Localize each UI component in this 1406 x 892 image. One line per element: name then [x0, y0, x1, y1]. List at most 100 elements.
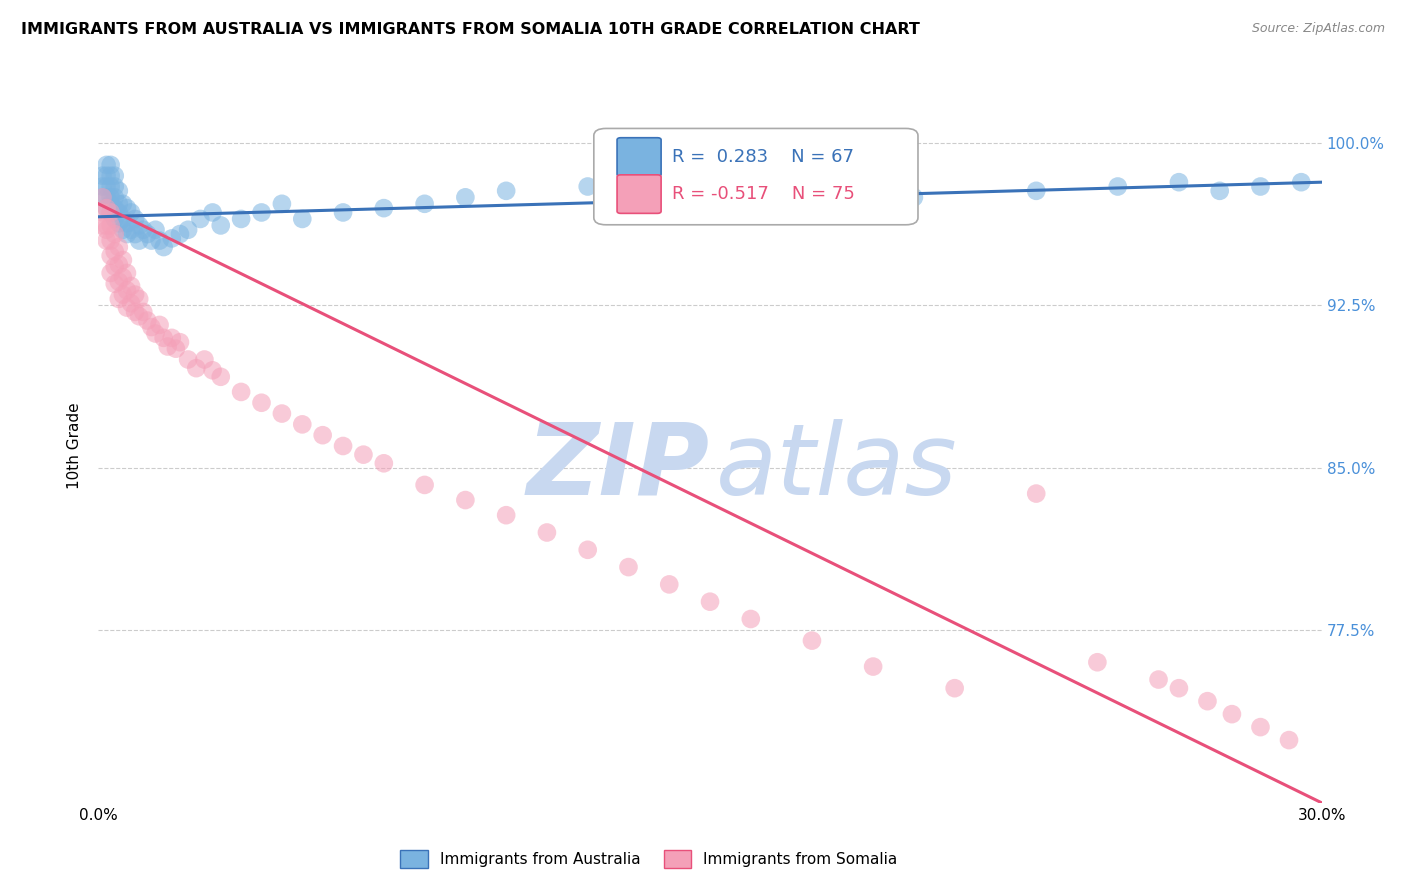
- Point: [100, 179, 122, 194]
- Point: [1025, 486, 1047, 500]
- Point: [454, 190, 477, 204]
- Point: [1220, 707, 1243, 722]
- Point: [1249, 179, 1271, 194]
- Point: [188, 211, 212, 226]
- Point: [312, 428, 335, 442]
- Point: [862, 659, 884, 673]
- Point: [169, 227, 191, 241]
- Point: [373, 201, 395, 215]
- Point: [536, 525, 558, 540]
- Text: R = -0.517    N = 75: R = -0.517 N = 75: [672, 186, 855, 203]
- Point: [201, 363, 224, 377]
- Point: [332, 439, 354, 453]
- Point: [821, 179, 844, 194]
- Point: [201, 205, 224, 219]
- Point: [270, 407, 294, 421]
- Point: [111, 223, 134, 237]
- Point: [231, 211, 253, 226]
- Point: [332, 205, 354, 219]
- Point: [250, 396, 273, 410]
- Point: [100, 249, 122, 263]
- Point: [128, 292, 150, 306]
- Point: [1107, 179, 1129, 194]
- Point: [193, 352, 215, 367]
- Point: [1167, 175, 1189, 189]
- Point: [699, 595, 721, 609]
- Point: [495, 508, 517, 523]
- Point: [291, 211, 314, 226]
- Point: [141, 320, 163, 334]
- Text: IMMIGRANTS FROM AUSTRALIA VS IMMIGRANTS FROM SOMALIA 10TH GRADE CORRELATION CHAR: IMMIGRANTS FROM AUSTRALIA VS IMMIGRANTS …: [21, 22, 920, 37]
- Point: [495, 184, 517, 198]
- Point: [903, 190, 925, 204]
- Point: [152, 331, 174, 345]
- Text: atlas: atlas: [716, 419, 957, 516]
- Point: [91, 169, 114, 183]
- Point: [1249, 720, 1271, 734]
- Text: R =  0.283    N = 67: R = 0.283 N = 67: [672, 148, 853, 166]
- Point: [413, 478, 436, 492]
- Point: [209, 369, 232, 384]
- FancyBboxPatch shape: [617, 137, 661, 177]
- Point: [145, 223, 167, 237]
- Point: [165, 342, 187, 356]
- Point: [100, 234, 122, 248]
- Point: [1167, 681, 1189, 696]
- Point: [352, 448, 374, 462]
- Point: [160, 231, 183, 245]
- Point: [740, 612, 762, 626]
- Point: [108, 196, 131, 211]
- Point: [454, 493, 477, 508]
- Point: [250, 205, 273, 219]
- Point: [104, 190, 127, 204]
- Point: [96, 201, 118, 215]
- Point: [108, 292, 131, 306]
- Point: [100, 205, 122, 219]
- Point: [169, 335, 191, 350]
- Point: [209, 219, 232, 233]
- FancyBboxPatch shape: [617, 175, 661, 213]
- Point: [96, 219, 118, 233]
- Point: [115, 201, 138, 215]
- Point: [111, 287, 134, 301]
- Point: [1278, 733, 1301, 747]
- Point: [132, 223, 155, 237]
- Point: [91, 179, 114, 194]
- Point: [177, 223, 200, 237]
- Point: [111, 211, 134, 226]
- Point: [108, 216, 131, 230]
- Point: [128, 310, 150, 324]
- Point: [115, 227, 138, 241]
- Point: [91, 219, 114, 233]
- Point: [108, 184, 131, 198]
- Text: Source: ZipAtlas.com: Source: ZipAtlas.com: [1251, 22, 1385, 36]
- Point: [1085, 655, 1108, 669]
- Point: [160, 331, 183, 345]
- Point: [120, 296, 142, 310]
- Point: [186, 361, 208, 376]
- Point: [100, 266, 122, 280]
- Point: [91, 190, 114, 204]
- Point: [152, 240, 174, 254]
- Point: [104, 260, 127, 274]
- Point: [115, 266, 138, 280]
- Point: [120, 223, 142, 237]
- Point: [132, 305, 155, 319]
- Point: [124, 211, 146, 226]
- Point: [100, 196, 122, 211]
- Point: [104, 211, 127, 226]
- Point: [1291, 175, 1313, 189]
- Point: [115, 301, 138, 315]
- Point: [291, 417, 314, 432]
- Point: [100, 205, 122, 219]
- Point: [1147, 673, 1170, 687]
- Point: [801, 633, 824, 648]
- Point: [104, 227, 127, 241]
- Point: [124, 227, 146, 241]
- Point: [111, 253, 134, 268]
- Point: [104, 277, 127, 291]
- Y-axis label: 10th Grade: 10th Grade: [67, 402, 83, 490]
- Point: [136, 313, 159, 327]
- Point: [100, 169, 122, 183]
- Point: [1209, 184, 1232, 198]
